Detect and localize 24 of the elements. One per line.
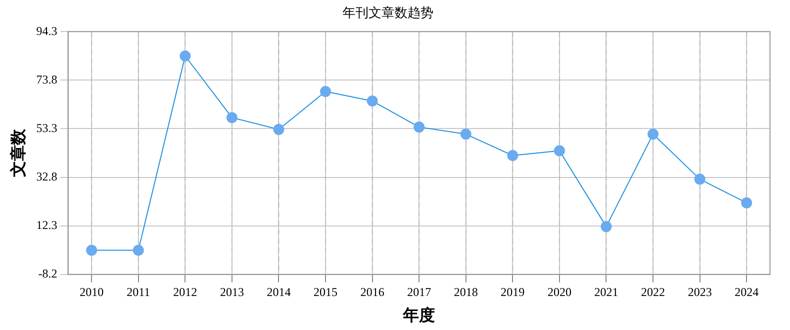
y-tick-label: 12.3	[36, 218, 58, 232]
y-tick-label: 32.8	[36, 169, 58, 184]
x-tick-label: 2019	[500, 284, 525, 299]
x-tick-label: 2016	[360, 284, 384, 299]
x-tick-label: 2017	[407, 284, 432, 299]
x-tick-label: 2015	[314, 284, 338, 299]
x-tick-label: 2023	[688, 284, 712, 299]
x-tick-label: 2014	[266, 284, 291, 299]
x-tick-label: 2020	[547, 284, 572, 299]
x-tick-label: 2022	[641, 284, 666, 299]
x-tick-label: 2012	[173, 284, 198, 299]
y-tick-label: 53.3	[36, 120, 58, 135]
x-tick-label: 2011	[126, 284, 150, 299]
x-tick-label: 2021	[594, 284, 618, 299]
y-tick-label: 94.3	[36, 24, 58, 38]
x-tick-label: 2013	[220, 284, 244, 299]
x-axis-title: 年度	[402, 306, 436, 325]
x-tick-label: 2018	[454, 284, 478, 299]
chart-title: 年刊文章数趋势	[342, 5, 434, 20]
y-tick-label: 73.8	[36, 72, 58, 86]
x-tick-label: 2010	[80, 284, 104, 299]
x-tick-label: 2024	[734, 284, 759, 299]
y-axis-title: 文章数	[10, 128, 28, 178]
y-tick-label: -8.2	[38, 266, 58, 281]
